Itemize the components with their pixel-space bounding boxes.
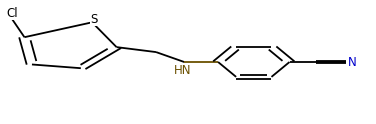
Text: HN: HN (174, 64, 192, 78)
Text: N: N (348, 56, 356, 68)
Text: S: S (90, 13, 98, 26)
Text: Cl: Cl (7, 7, 18, 19)
